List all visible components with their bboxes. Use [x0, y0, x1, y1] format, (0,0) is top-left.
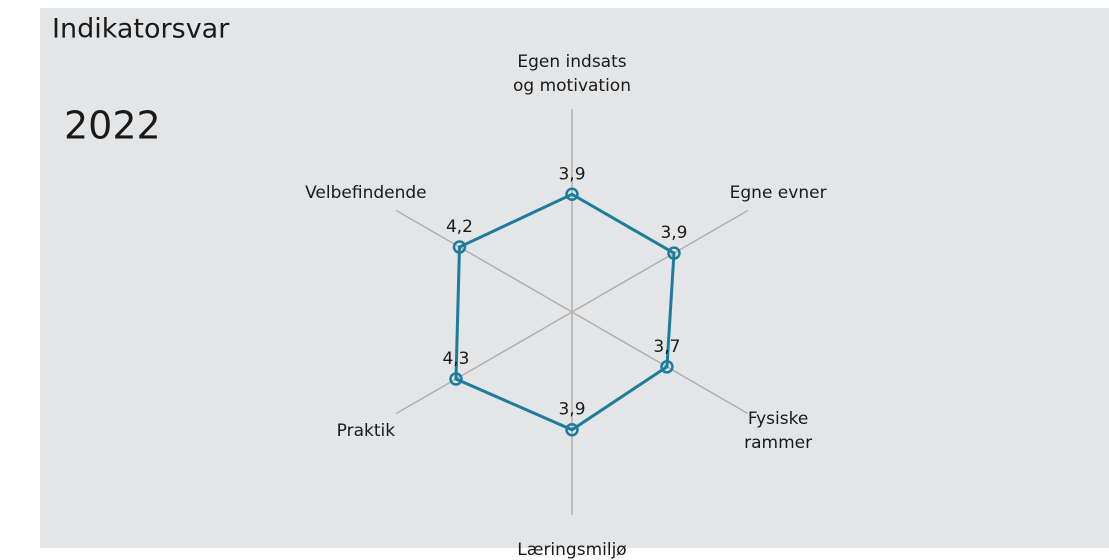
- value-label: 3,7: [653, 337, 680, 357]
- spoke: [571, 311, 749, 415]
- chart-subtitle: 2022: [64, 104, 161, 148]
- point: [449, 372, 463, 386]
- axis-label: Praktik: [337, 421, 396, 441]
- value-label: 3,9: [558, 164, 585, 184]
- point: [452, 240, 467, 254]
- axis-label: Velbefindende: [305, 183, 427, 203]
- axis-label: Læringsmiljø: [517, 540, 626, 560]
- chart-title: Indikatorsvar: [52, 14, 230, 45]
- point: [565, 422, 579, 437]
- series-line: [454, 192, 676, 432]
- point: [565, 187, 579, 202]
- spoke: [395, 311, 573, 415]
- value-label: 4,2: [446, 217, 473, 237]
- value-label: 4,3: [442, 349, 469, 369]
- spoke: [395, 209, 573, 313]
- value-label: 3,9: [558, 400, 585, 420]
- axis-label: Fysiske rammer: [744, 409, 812, 453]
- value-label: 3,9: [660, 223, 687, 243]
- point: [660, 360, 674, 374]
- panel: [40, 8, 1109, 548]
- point: [667, 246, 681, 260]
- axis-label: Egne evner: [730, 183, 827, 203]
- spoke: [571, 209, 749, 313]
- axis-label: Egen indsats og motivation: [513, 52, 631, 96]
